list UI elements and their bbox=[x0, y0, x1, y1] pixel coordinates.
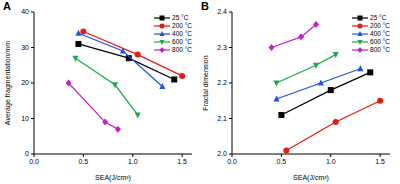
html-text:200 °C: 200 °C bbox=[370, 22, 390, 29]
html-text:400 °C: 400 °C bbox=[370, 30, 390, 37]
html-text:25 °C: 25 °C bbox=[370, 14, 387, 21]
svg-text:40: 40 bbox=[21, 8, 29, 15]
html-text:25 °C: 25 °C bbox=[172, 14, 189, 21]
html-text:400 °C: 400 °C bbox=[172, 30, 192, 37]
svg-text:1.5: 1.5 bbox=[177, 158, 187, 165]
svg-text:30: 30 bbox=[21, 44, 29, 51]
svg-text:2.2: 2.2 bbox=[217, 79, 227, 86]
svg-text:1.0: 1.0 bbox=[326, 158, 336, 165]
svg-text:10: 10 bbox=[21, 115, 29, 122]
svg-text:0.0: 0.0 bbox=[29, 158, 39, 165]
html-text:800 °C: 800 °C bbox=[172, 46, 192, 53]
svg-text:0.5: 0.5 bbox=[79, 158, 89, 165]
html-text:600 °C: 600 °C bbox=[172, 38, 192, 45]
svg-text:2.4: 2.4 bbox=[217, 8, 227, 15]
svg-text:0.5: 0.5 bbox=[277, 158, 287, 165]
svg-text:2.0: 2.0 bbox=[217, 150, 227, 157]
svg-text:2.3: 2.3 bbox=[217, 44, 227, 51]
html-text:600 °C: 600 °C bbox=[370, 38, 390, 45]
svg-text:1.0: 1.0 bbox=[128, 158, 138, 165]
html-text:200 °C: 200 °C bbox=[172, 22, 192, 29]
svg-text:2.1: 2.1 bbox=[217, 115, 227, 122]
svg-text:0: 0 bbox=[25, 150, 29, 157]
html-text:B: B bbox=[201, 0, 209, 12]
svg-text:SEA(J/cm³): SEA(J/cm³) bbox=[293, 174, 329, 182]
svg-text:Average fragmentation/mm: Average fragmentation/mm bbox=[8, 41, 12, 125]
html-text:A: A bbox=[3, 0, 11, 12]
svg-text:Fractal dimension: Fractal dimension bbox=[202, 55, 209, 110]
svg-text:20: 20 bbox=[21, 79, 29, 86]
html-text:800 °C: 800 °C bbox=[370, 46, 390, 53]
svg-text:0.0: 0.0 bbox=[227, 158, 237, 165]
svg-text:1.5: 1.5 bbox=[375, 158, 385, 165]
svg-text:SEA(J/cm³): SEA(J/cm³) bbox=[95, 174, 131, 182]
